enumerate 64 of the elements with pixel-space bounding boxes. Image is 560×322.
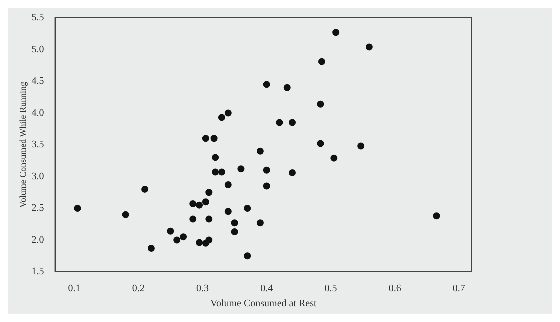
point: [212, 168, 220, 176]
point: [218, 114, 226, 122]
point: [148, 245, 155, 252]
point: [231, 228, 238, 236]
point: [202, 198, 210, 206]
point: [317, 100, 324, 108]
x-tick-label: 0.5: [324, 284, 338, 295]
point: [224, 208, 232, 216]
x-tick-label: 0.4: [260, 284, 274, 295]
point: [256, 220, 264, 227]
point: [263, 166, 270, 174]
point: [244, 252, 252, 260]
point: [224, 182, 232, 189]
y-tick-label: 2.0: [32, 234, 44, 246]
point: [317, 140, 324, 148]
y-tick-label: 1.5: [32, 266, 44, 278]
point: [174, 236, 181, 244]
point: [289, 119, 296, 126]
point: [231, 220, 238, 227]
point: [263, 81, 270, 88]
point: [218, 168, 226, 176]
point: [190, 216, 197, 223]
y-axis-title: Volume Consumed While Running: [18, 82, 28, 208]
x-tick-label: 0.6: [388, 284, 402, 295]
point: [202, 135, 210, 142]
point: [284, 84, 291, 92]
point: [180, 234, 188, 241]
point: [224, 110, 232, 117]
point: [196, 202, 204, 209]
x-tick-label: 0.3: [196, 284, 209, 295]
y-tick-label: 3.0: [32, 171, 44, 182]
point: [330, 154, 338, 162]
point: [276, 119, 284, 126]
y-tick-label: 5.0: [32, 44, 44, 56]
point: [244, 205, 252, 212]
y-tick-label: 4.0: [32, 108, 44, 119]
point: [433, 212, 440, 220]
point: [74, 205, 82, 212]
point: [366, 44, 373, 51]
point: [190, 200, 197, 208]
point: [206, 216, 213, 223]
point: [206, 189, 213, 196]
point: [210, 135, 218, 142]
point: [196, 239, 204, 246]
point: [358, 142, 365, 150]
point: [212, 154, 220, 162]
point: [289, 169, 296, 176]
point: [332, 29, 340, 36]
x-tick-label: 0.2: [132, 284, 145, 295]
y-tick-label: 4.5: [32, 76, 44, 88]
point: [318, 58, 326, 66]
point: [122, 211, 130, 218]
x-tick-label: 0.1: [68, 284, 81, 295]
x-tick-label: 0.7: [452, 284, 466, 295]
point: [238, 166, 245, 173]
x-axis-title: Volume Consumed at Rest: [210, 298, 317, 310]
point: [167, 228, 174, 235]
y-tick-label: 2.5: [32, 203, 44, 214]
y-tick-label: 5.5: [32, 12, 44, 24]
y-tick-label: 3.5: [32, 140, 44, 151]
point: [206, 236, 213, 244]
point: [256, 148, 264, 155]
point: [142, 186, 149, 193]
point: [263, 182, 270, 190]
